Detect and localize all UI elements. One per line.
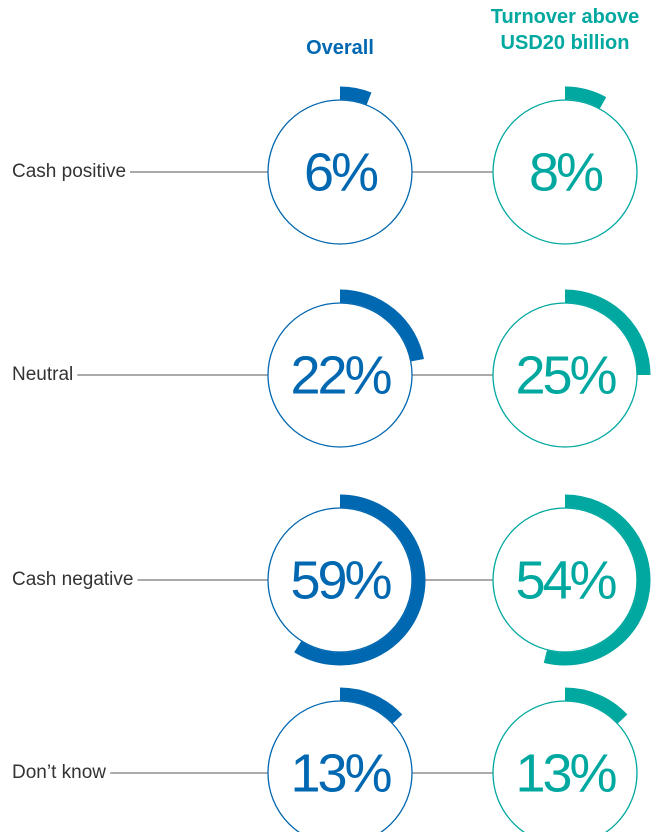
value-label: 25% (515, 345, 616, 405)
gauge-ring (492, 507, 638, 653)
gauge-ring (492, 700, 638, 832)
gauge-arc (564, 687, 628, 724)
value-label: 54% (515, 550, 616, 610)
gauge-ring (267, 99, 413, 245)
gauge-ring (267, 700, 413, 832)
gauge-ring (492, 99, 638, 245)
category-label: Don’t know (12, 762, 106, 783)
category-label: Cash negative (12, 569, 133, 590)
gauge-arc (564, 86, 607, 109)
value-label: 59% (290, 550, 391, 610)
category-label: Cash positive (12, 161, 126, 182)
gauge-arc (543, 494, 651, 666)
gauge-arc (339, 86, 372, 105)
gauge-ring (267, 507, 413, 653)
gauge-arc (339, 289, 424, 362)
value-label: 6% (304, 142, 378, 202)
gauge-arc (564, 289, 651, 376)
series-header: Overall (306, 37, 374, 59)
value-label: 13% (515, 743, 616, 803)
gauge-arc (339, 687, 403, 724)
value-label: 22% (290, 345, 391, 405)
gauge-ring (267, 302, 413, 448)
value-label: 13% (290, 743, 391, 803)
value-label: 8% (529, 142, 603, 202)
gauge-ring (492, 302, 638, 448)
category-label: Neutral (12, 364, 73, 385)
series-header: Turnover above USD20 billion (490, 6, 640, 54)
gauge-arc (294, 494, 426, 666)
